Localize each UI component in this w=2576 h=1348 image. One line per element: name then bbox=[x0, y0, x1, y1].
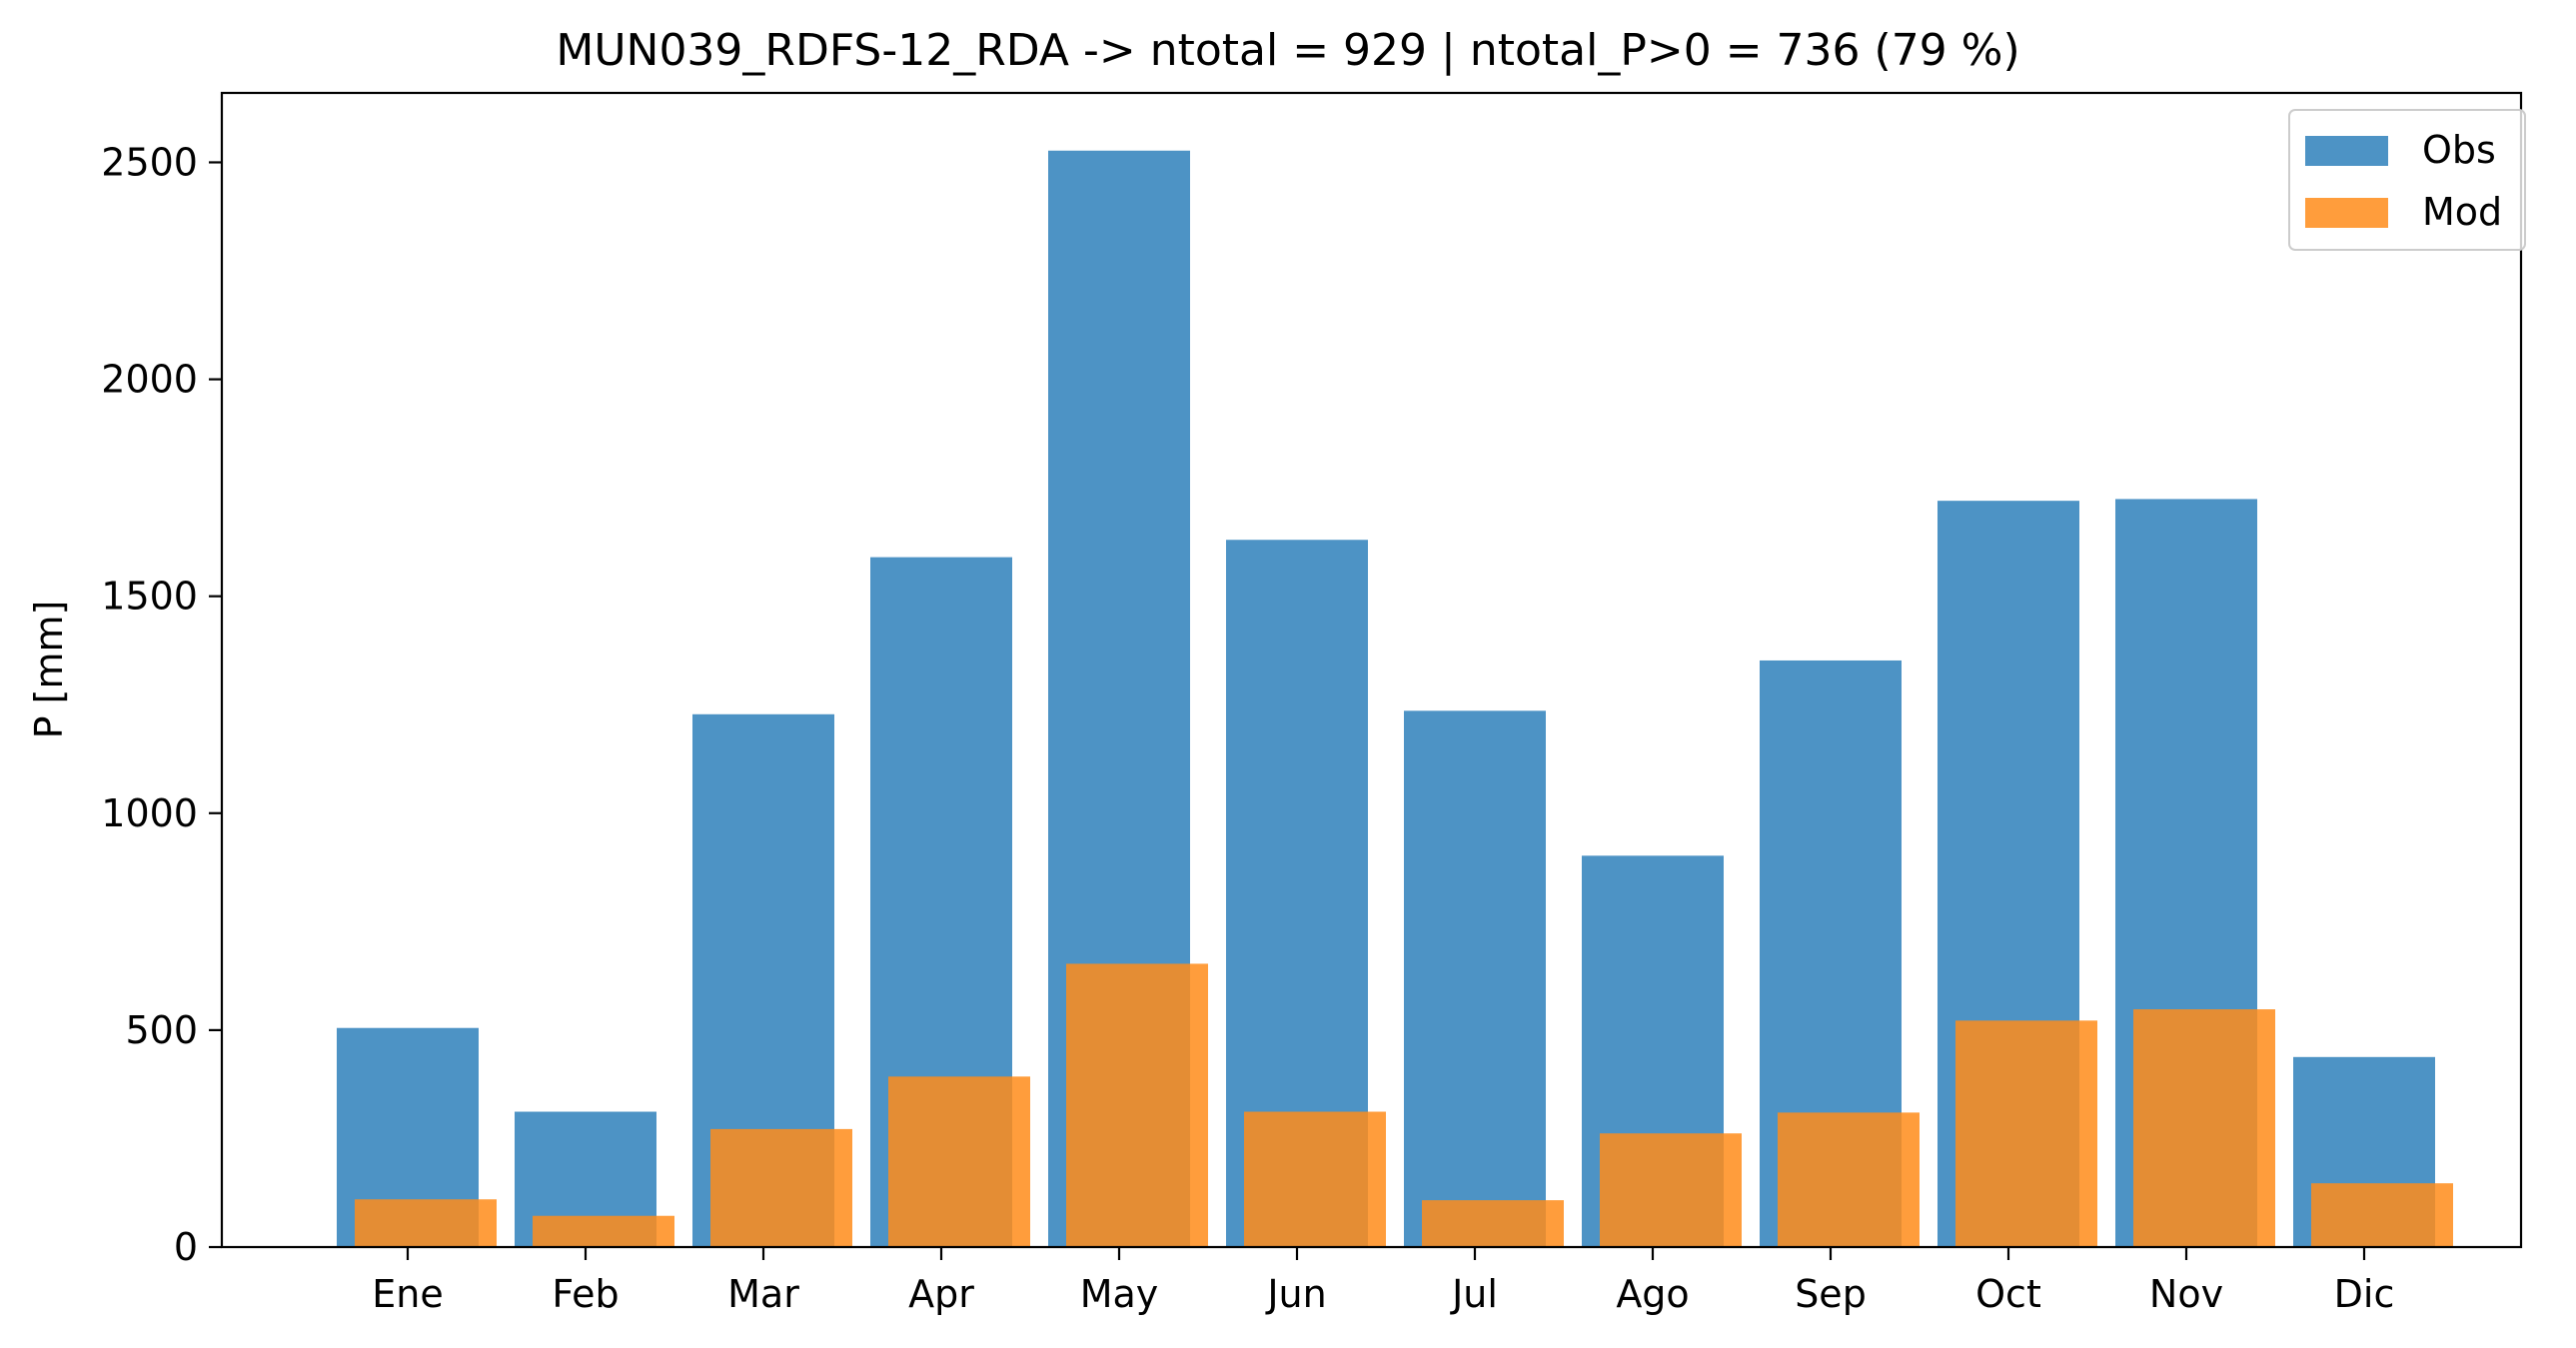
bar-mod-ene bbox=[355, 1199, 497, 1247]
legend-label-mod: Mod bbox=[2422, 190, 2502, 234]
x-tick-label: Apr bbox=[908, 1272, 974, 1316]
x-tick-label: Oct bbox=[1975, 1272, 2041, 1316]
x-tick-label: Sep bbox=[1795, 1272, 1867, 1316]
x-axis: Ene Feb Mar Apr May Jun Jul Ago Sep Oct Nov Dic bbox=[372, 1247, 2394, 1316]
plot-frame bbox=[220, 91, 2523, 1249]
x-tick-label: Jul bbox=[1450, 1272, 1498, 1316]
y-tick-label: 1500 bbox=[101, 575, 198, 619]
legend-swatch-mod bbox=[2305, 198, 2388, 228]
bar-mod-mar bbox=[710, 1128, 852, 1247]
y-tick-label: 2000 bbox=[101, 358, 198, 402]
x-tick-label: Ene bbox=[372, 1272, 443, 1316]
x-tick-label: Feb bbox=[552, 1272, 619, 1316]
bar-mod-ago bbox=[1600, 1133, 1742, 1247]
y-tick-label: 2500 bbox=[101, 140, 198, 184]
y-tick-label: 500 bbox=[125, 1008, 198, 1052]
bar-mod-jul bbox=[1422, 1200, 1564, 1247]
x-tick-label: May bbox=[1080, 1272, 1159, 1316]
x-tick-label: Ago bbox=[1616, 1272, 1689, 1316]
chart-title: MUN039_RDFS-12_RDA -> ntotal = 929 | nto… bbox=[556, 25, 2019, 76]
legend-label-obs: Obs bbox=[2422, 128, 2496, 172]
bar-mod-oct bbox=[1955, 1020, 2097, 1247]
bar-mod-apr bbox=[888, 1076, 1030, 1247]
bar-obs-jul bbox=[1404, 710, 1546, 1247]
x-tick-label: Dic bbox=[2334, 1272, 2395, 1316]
x-tick-label: Jun bbox=[1265, 1272, 1326, 1316]
x-tick-label: Mar bbox=[727, 1272, 799, 1316]
y-tick-label: 0 bbox=[174, 1225, 198, 1269]
y-axis: 0 500 1000 1500 2000 2500 bbox=[101, 140, 222, 1269]
legend-swatch-obs bbox=[2305, 136, 2388, 166]
bar-mod-sep bbox=[1778, 1112, 1920, 1247]
x-tick-label: Nov bbox=[2149, 1272, 2223, 1316]
bar-mod-dic bbox=[2311, 1183, 2453, 1247]
y-tick-label: 1000 bbox=[101, 791, 198, 835]
bar-mod-may bbox=[1066, 963, 1208, 1247]
bar-mod-nov bbox=[2133, 1009, 2275, 1247]
bar-mod-jun bbox=[1244, 1111, 1386, 1247]
legend: Obs Mod bbox=[2288, 109, 2526, 251]
bars-layer bbox=[337, 150, 2453, 1248]
bar-mod-feb bbox=[533, 1215, 674, 1247]
y-axis-label: P [mm] bbox=[27, 601, 71, 739]
